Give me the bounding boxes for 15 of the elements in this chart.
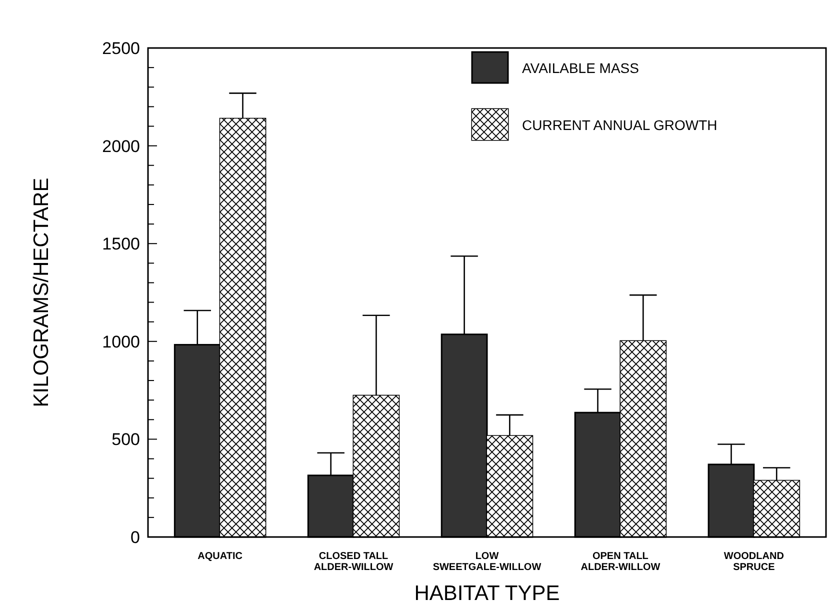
y-tick-label: 0 xyxy=(130,528,140,547)
y-axis-title: KILOGRAMS/HECTARE xyxy=(30,178,53,408)
y-tick-label: 1000 xyxy=(102,332,140,352)
y-tick-label: 2500 xyxy=(102,38,140,58)
x-tick-label: CLOSED TALL ALDER-WILLOW xyxy=(314,551,394,573)
y-tick-label: 1500 xyxy=(102,234,140,254)
x-tick-label: OPEN TALL ALDER-WILLOW xyxy=(580,551,661,573)
x-axis-title: HABITAT TYPE xyxy=(414,582,560,605)
x-tick-label: LOW SWEETGALE-WILLOW xyxy=(432,551,542,573)
legend-label: CURRENT ANNUAL GROWTH xyxy=(522,116,718,133)
legend-label: AVAILABLE MASS xyxy=(522,60,639,76)
y-tick-label: 2000 xyxy=(102,136,140,156)
y-tick-label: 500 xyxy=(112,430,140,450)
x-tick-label: AQUATIC xyxy=(198,551,242,562)
x-tick-label: WOODLAND SPRUCE xyxy=(724,551,784,573)
